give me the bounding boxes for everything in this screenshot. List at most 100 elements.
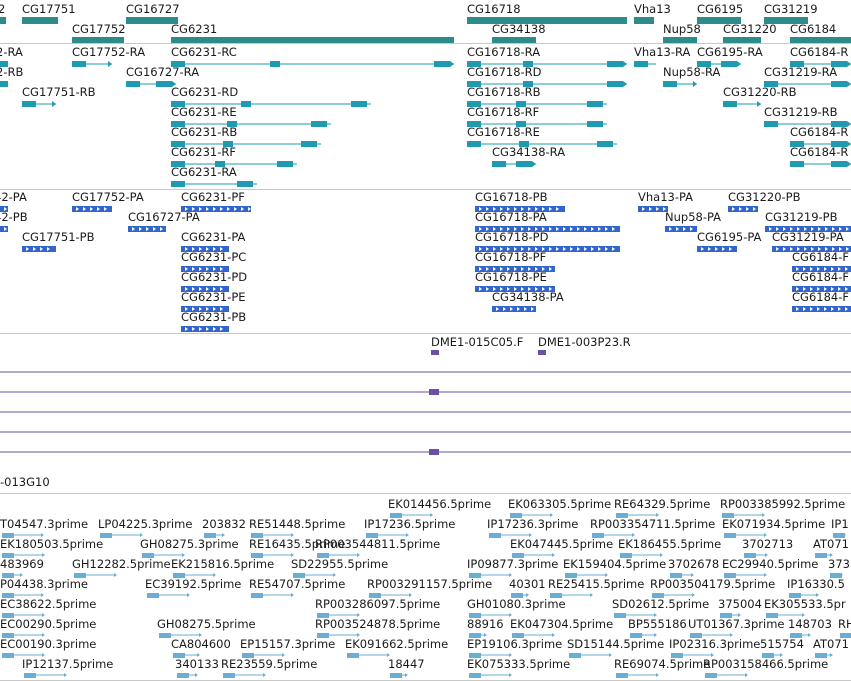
est-label-at071[interactable]: AT071 [813, 637, 849, 651]
est-label-rp003544811-5prime[interactable]: RP003544811.5prime [315, 537, 441, 551]
est-glyph-483969[interactable] [2, 573, 14, 578]
est-glyph-rp003504179-5prime[interactable] [652, 593, 664, 598]
transcript-model-cg6231-re-exon-2[interactable] [311, 121, 327, 127]
est-glyph-ut01367-3prime[interactable] [690, 633, 702, 638]
protein-label-cg6231-pc[interactable]: CG6231-PC [181, 250, 247, 264]
transcript-model-cg31220-rb-exon-1[interactable] [723, 101, 737, 107]
est-glyph-ek075333-5prime[interactable] [469, 673, 481, 678]
est-label-3702678[interactable]: 3702678 [668, 557, 720, 571]
transcript-model-cg16718-rb-exon-2[interactable] [587, 101, 603, 107]
clone-end-marker[interactable] [429, 449, 439, 455]
cds-glyph-cg6231-pc-block[interactable] [181, 266, 229, 272]
est-glyph-ek305533-5pr[interactable] [766, 613, 778, 618]
est-glyph-ek063305-5prime[interactable] [510, 513, 522, 518]
transcript-model-cg31219-rb-exon-1[interactable] [764, 121, 778, 127]
cds-glyph-cg6184-f-block[interactable] [792, 286, 851, 292]
cds-glyph-cg16718-pb-block[interactable] [475, 206, 565, 212]
transcript-model-cg6231-rd-exon-3[interactable] [241, 101, 251, 107]
est-label-sd22955-5prime[interactable]: SD22955.5prime [291, 557, 389, 571]
transcript-label-cg16718-rd[interactable]: CG16718-RD [467, 65, 542, 79]
est-label-ek075333-5prime[interactable]: EK075333.5prime [467, 657, 571, 671]
est-glyph-re23559-5prime[interactable] [223, 673, 235, 678]
protein-label-42-pa[interactable]: 42-PA [0, 190, 27, 204]
protein-label-cg6184-f[interactable]: CG6184-F [792, 270, 849, 284]
est-glyph-ek091662-5prime[interactable] [347, 653, 359, 658]
gene-glyph-vha13[interactable] [634, 17, 654, 24]
gene-glyph-cg17752[interactable] [72, 37, 124, 44]
est-label-at071[interactable]: AT071 [813, 537, 849, 551]
transcript-model-cg34138-ra-exon-1[interactable] [492, 161, 506, 167]
est-glyph-sd02612-5prime[interactable] [614, 613, 626, 618]
protein-label-cg6231-pa[interactable]: CG6231-PA [181, 230, 246, 244]
est-label-ca804600[interactable]: CA804600 [171, 637, 231, 651]
est-label-re69074-5prime[interactable]: RE69074.5prime [614, 657, 711, 671]
est-label-3702713[interactable]: 3702713 [742, 537, 794, 551]
cds-glyph-cg31220-pb-block[interactable] [728, 206, 758, 212]
est-label-ip16330-5[interactable]: IP16330.5 [787, 577, 845, 591]
protein-label-cg16718-pa[interactable]: CG16718-PA [475, 210, 547, 224]
gene-glyph-cg17751[interactable] [22, 17, 58, 24]
cds-glyph-cg6184-f-block[interactable] [792, 266, 851, 272]
est-label-bp555186[interactable]: BP555186 [628, 617, 687, 631]
est-label-re25415-5prime[interactable]: RE25415.5prime [548, 577, 645, 591]
transcript-model-cg6184-r-exon-2[interactable] [831, 161, 847, 167]
est-glyph-ec29940-5prime[interactable] [724, 573, 736, 578]
transcript-label-vha13-ra[interactable]: Vha13-RA [634, 45, 691, 59]
transcript-model-cg6231-rb-exon-1[interactable] [171, 141, 185, 147]
cds-glyph-vha13-pa-block[interactable] [638, 206, 668, 212]
protein-label-cg16727-pa[interactable]: CG16727-PA [128, 210, 200, 224]
transcript-label-cg6195-ra[interactable]: CG6195-RA [697, 45, 763, 59]
transcript-model-cg16718-re-exon-2[interactable] [597, 141, 613, 147]
est-glyph-ip17236-3prime[interactable] [489, 533, 501, 538]
est-glyph-ip02316-3prime[interactable] [671, 653, 683, 658]
est-glyph-ip09877-3prime[interactable] [469, 573, 481, 578]
protein-label-cg6231-pb[interactable]: CG6231-PB [181, 310, 247, 324]
est-label-ip12137-5prime[interactable]: IP12137.5prime [22, 657, 114, 671]
est-glyph-rp003544811-5prime[interactable] [317, 553, 329, 558]
est-label-ek063305-5prime[interactable]: EK063305.5prime [508, 497, 612, 511]
est-label-p04438-3prime[interactable]: P04438.3prime [0, 577, 88, 591]
est-glyph-re69074-5prime[interactable] [616, 673, 628, 678]
protein-label-cg6195-pa[interactable]: CG6195-PA [697, 230, 762, 244]
transcript-label-cg6231-ra[interactable]: CG6231-RA [171, 165, 237, 179]
est-label-ep19106-3prime[interactable]: EP19106.3prime [467, 637, 563, 651]
protein-label-nup58-pa[interactable]: Nup58-PA [665, 210, 722, 224]
gene-glyph-cg6184[interactable] [790, 37, 851, 44]
protein-label-cg16718-pb[interactable]: CG16718-PB [475, 190, 548, 204]
transcript-model-cg31219-ra-exon-1[interactable] [764, 81, 778, 87]
est-glyph-ep15157-3prime[interactable] [242, 653, 254, 658]
transcript-label-cg31219-ra[interactable]: CG31219-RA [764, 65, 838, 79]
est-glyph-ec39192-5prime[interactable] [147, 593, 159, 598]
transcript-model-cg16718-ra-exon-2[interactable] [607, 61, 623, 67]
transcript-label-cg16718-rf[interactable]: CG16718-RF [467, 105, 540, 119]
gene-glyph-cg34138[interactable] [492, 37, 536, 44]
transcript-model-cg16718-rf-exon-3[interactable] [516, 121, 526, 127]
transcript-model-cg16718-re-exon-1[interactable] [467, 141, 481, 147]
est-glyph-gh12282-5prime[interactable] [74, 573, 86, 578]
transcript-label-cg17751-rb[interactable]: CG17751-RB [22, 85, 96, 99]
protein-label-cg16718-pd[interactable]: CG16718-PD [475, 230, 549, 244]
est-glyph-ip16330-5[interactable] [789, 593, 801, 598]
clone-label-013g10[interactable]: -013G10 [0, 475, 50, 489]
est-glyph-340133[interactable] [177, 673, 189, 678]
transcript-model-vha13-ra-exon-1[interactable] [634, 61, 648, 67]
est-glyph-ec00290-5prime[interactable] [2, 633, 14, 638]
est-glyph-18447[interactable] [390, 673, 402, 678]
est-label-ek180503-5prime[interactable]: EK180503.5prime [0, 537, 104, 551]
cds-glyph-cg6231-pb-block[interactable] [181, 326, 229, 332]
est-label-148703[interactable]: 148703 [788, 617, 832, 631]
est-glyph-ek047304-5prime[interactable] [512, 633, 524, 638]
est-glyph-rp003385992-5prime[interactable] [722, 513, 734, 518]
est-glyph-ip1[interactable] [833, 533, 845, 538]
transcript-model-cg16727-ra-exon-2[interactable] [156, 81, 172, 87]
est-glyph-373[interactable] [830, 573, 842, 578]
transcript-model-nup58-ra-exon-1[interactable] [663, 81, 677, 87]
est-glyph-re16435-5prime[interactable] [251, 553, 263, 558]
transcript-model-cg6195-ra-exon-2[interactable] [721, 61, 737, 67]
transcript-label-cg34138-ra[interactable]: CG34138-RA [492, 145, 566, 159]
cds-glyph-cg31219-pb-block[interactable] [765, 226, 851, 232]
cds-glyph-cg17751-pb-block[interactable] [22, 246, 56, 252]
est-label-ec00190-3prime[interactable]: EC00190.3prime [0, 637, 97, 651]
transcript-model-cg16718-rf-exon-1[interactable] [467, 121, 481, 127]
protein-label-vha13-pa[interactable]: Vha13-PA [638, 190, 694, 204]
